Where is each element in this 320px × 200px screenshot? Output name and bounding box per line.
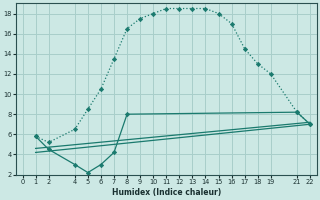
X-axis label: Humidex (Indice chaleur): Humidex (Indice chaleur) [112, 188, 221, 197]
